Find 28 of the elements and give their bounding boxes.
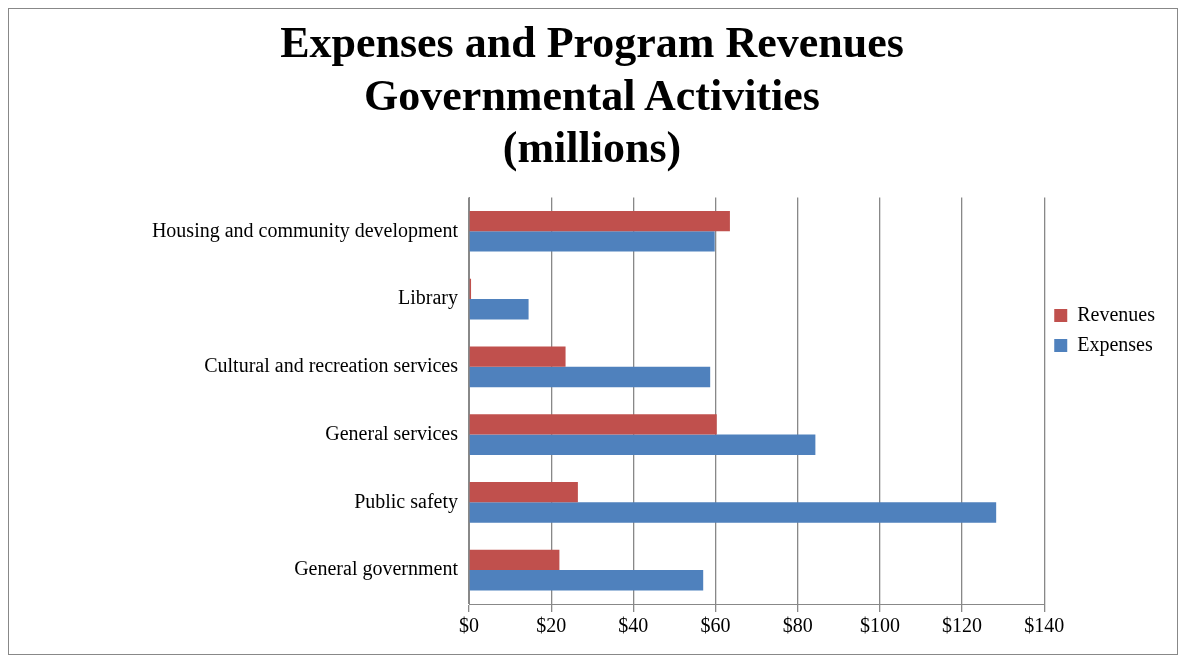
bar (469, 434, 816, 455)
y-tick-label: General government (294, 557, 459, 581)
bar (469, 502, 997, 523)
bar (469, 299, 529, 320)
x-tick-label: $0 (459, 614, 479, 637)
y-tick-label: Housing and community development (151, 218, 459, 242)
bar (469, 231, 715, 252)
y-tick-label: Library (398, 286, 458, 310)
chart-title: Expenses and Program Revenues Governmental Activities (millions) (280, 17, 904, 173)
bar (469, 346, 566, 367)
x-tick-label: $140 (1024, 614, 1065, 637)
legend-label: Revenues (1077, 302, 1156, 325)
x-tick-label: $60 (700, 614, 731, 637)
x-tick-label: $120 (942, 614, 983, 637)
bar (469, 482, 578, 503)
bar (469, 210, 730, 232)
y-tick-label: Cultural and recreation services (204, 354, 459, 377)
y-tick-label: Public safety (354, 489, 458, 513)
bar (469, 366, 711, 388)
x-tick-label: $80 (782, 614, 813, 637)
legend-label: Expenses (1077, 332, 1153, 356)
x-tick-label: $20 (536, 614, 567, 637)
bar (469, 414, 717, 435)
x-tick-label: $40 (618, 614, 649, 637)
y-tick-label: General services (325, 421, 459, 444)
bar (469, 570, 704, 591)
x-tick-label: $100 (859, 614, 900, 637)
bar (469, 549, 560, 571)
